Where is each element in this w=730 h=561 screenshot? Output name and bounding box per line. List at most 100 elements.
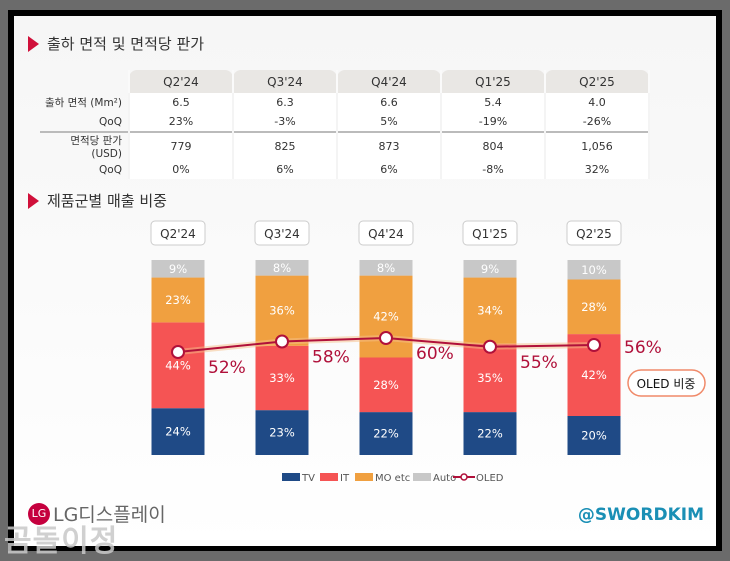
row-label: QoQ xyxy=(99,163,122,176)
cell: 804 xyxy=(440,131,546,160)
data-label: 36% xyxy=(269,304,295,318)
row-label: 면적당 판가 (USD) xyxy=(40,131,129,160)
bar-segment-mo-etc xyxy=(567,279,621,335)
table-row: 출하 면적 (Mm²) 6.5 6.3 6.6 5.4 4.0 xyxy=(40,93,650,112)
logo-text: LG디스플레이 xyxy=(53,504,166,526)
bar-segment-it xyxy=(463,343,517,413)
lg-logo-icon: LG xyxy=(28,502,50,525)
oled-point xyxy=(275,334,289,349)
cell: 6% xyxy=(232,160,338,179)
category-label-box xyxy=(566,220,622,246)
legend-swatch xyxy=(413,473,431,481)
legend-label: OLED xyxy=(476,473,504,484)
cell: 6.3 xyxy=(232,93,338,112)
bar-segment-auto xyxy=(463,260,517,278)
legend-label: IT xyxy=(340,473,350,484)
legend-label: MO etc xyxy=(375,473,410,484)
oled-annotation-box xyxy=(627,369,706,397)
section-title-text: 제품군별 매출 비중 xyxy=(47,192,167,210)
oled-point xyxy=(171,345,185,359)
oled-point xyxy=(587,338,601,352)
cell: 6% xyxy=(336,160,442,179)
legend-marker xyxy=(460,473,468,481)
data-label: 34% xyxy=(477,304,503,318)
data-label: 8% xyxy=(273,261,291,275)
bar-segment-it xyxy=(151,322,205,409)
cell: 5% xyxy=(336,112,442,132)
bar-segment-auto xyxy=(255,260,309,276)
data-label: 9% xyxy=(481,262,499,276)
data-label: 28% xyxy=(581,300,607,314)
table-row: 면적당 판가 (USD) 779 825 873 804 1,056 xyxy=(40,131,650,160)
data-label: 35% xyxy=(477,371,503,385)
data-label: 10% xyxy=(581,263,607,277)
data-label: 42% xyxy=(373,310,399,324)
data-label: 33% xyxy=(269,371,295,385)
legend-swatch xyxy=(355,473,373,481)
cell: 1,056 xyxy=(544,131,650,160)
category-label: Q4'24 xyxy=(368,227,404,241)
row-label: QoQ xyxy=(99,115,122,128)
watermark: 곰돌이정 xyxy=(4,524,119,559)
table-row: QoQ 0% 6% 6% -8% 32% xyxy=(40,160,650,179)
data-label: 44% xyxy=(165,358,191,372)
col-header: Q3'24 xyxy=(232,70,338,93)
oled-annotation: OLED 비중 xyxy=(637,377,696,391)
category-label: Q3'24 xyxy=(264,227,300,241)
cell: -8% xyxy=(440,160,546,179)
cell: -19% xyxy=(440,112,546,132)
data-label: 42% xyxy=(581,368,607,382)
data-label: 8% xyxy=(377,261,395,275)
category-label: Q2'25 xyxy=(576,227,612,241)
triangle-icon xyxy=(28,35,39,52)
data-label: 28% xyxy=(373,378,399,392)
section-title-revenue-mix: 제품군별 매출 비중 xyxy=(28,190,167,211)
category-label: Q1'25 xyxy=(472,227,508,241)
bar-segment-tv xyxy=(255,410,309,455)
legend-swatch xyxy=(282,473,300,481)
bar-segment-tv xyxy=(463,412,517,455)
section-title-shipment: 출하 면적 및 면적당 판가 xyxy=(28,33,204,54)
oled-label: 56% xyxy=(624,338,662,358)
cell: 23% xyxy=(128,112,234,132)
oled-label: 55% xyxy=(520,353,558,373)
bar-segment-it xyxy=(359,357,413,413)
data-label: 23% xyxy=(165,293,191,307)
oled-point xyxy=(379,331,393,345)
legend-label: Auto xyxy=(433,473,456,484)
cell: 825 xyxy=(232,131,338,160)
cell: 873 xyxy=(336,131,442,160)
bar-segment-tv xyxy=(151,408,205,455)
legend-swatch xyxy=(320,473,338,481)
data-label: 24% xyxy=(165,425,191,439)
bar-segment-mo-etc xyxy=(463,277,517,344)
data-label: 20% xyxy=(581,429,607,443)
category-label-box xyxy=(462,220,518,246)
cell: 6.6 xyxy=(336,93,442,112)
bar-segment-auto xyxy=(567,260,621,280)
table-row: QoQ 23% -3% 5% -19% -26% xyxy=(40,112,650,132)
cell: -3% xyxy=(232,112,338,132)
col-header: Q2'25 xyxy=(544,70,650,93)
section-title-text: 출하 면적 및 면적당 판가 xyxy=(47,35,205,53)
bar-segment-mo-etc xyxy=(151,277,205,323)
cell: 4.0 xyxy=(544,93,650,112)
data-label: 9% xyxy=(169,262,187,276)
bar-segment-tv xyxy=(359,412,413,455)
cell: 6.5 xyxy=(128,93,234,112)
bar-segment-tv xyxy=(567,416,621,455)
cell: 779 xyxy=(128,131,234,160)
category-label-box xyxy=(254,220,310,246)
category-label-box xyxy=(150,220,206,246)
col-header: Q1'25 xyxy=(440,70,546,93)
col-header: Q2'24 xyxy=(128,70,234,93)
data-label: 22% xyxy=(477,427,503,441)
legend-label: TV xyxy=(301,473,315,484)
cell: -26% xyxy=(544,112,650,132)
data-label: 22% xyxy=(373,427,399,441)
row-label: 출하 면적 (Mm²) xyxy=(44,97,122,109)
col-header: Q4'24 xyxy=(336,70,442,93)
cell: 0% xyxy=(128,160,234,179)
bar-segment-auto xyxy=(151,260,205,278)
